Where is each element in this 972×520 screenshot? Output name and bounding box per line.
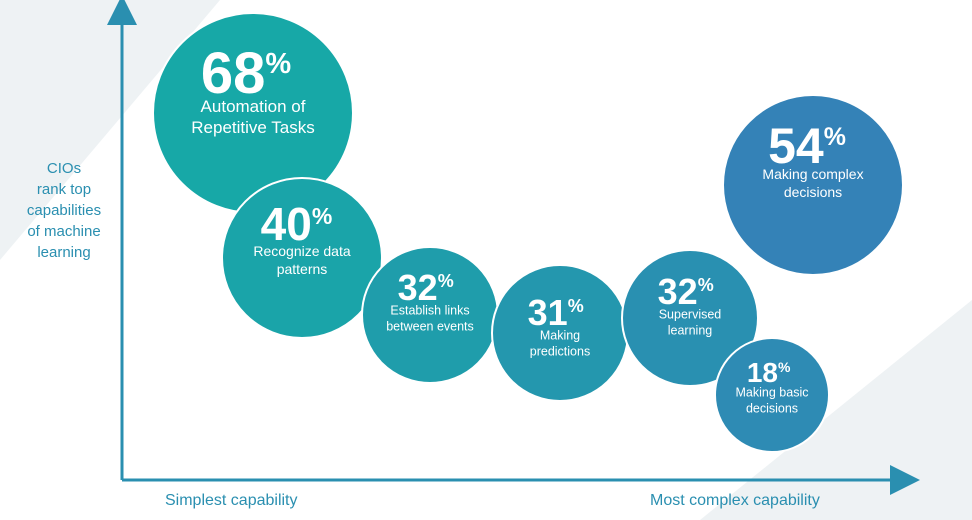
bubble-circle bbox=[714, 337, 830, 453]
bubble-value: 40% bbox=[261, 198, 333, 250]
y-axis-label-line: CIOs bbox=[46, 160, 82, 177]
bubble-value: 68% bbox=[201, 41, 292, 106]
bubble-circle bbox=[621, 249, 759, 387]
bubble-circle bbox=[722, 94, 904, 276]
bubble: 32%Establish links between events bbox=[361, 246, 499, 384]
bubble: 18%Making basic decisions bbox=[714, 337, 830, 453]
bubble-label: Making basic bbox=[736, 385, 809, 399]
y-axis-label-line: rank top bbox=[36, 181, 92, 198]
bubble-label: decisions bbox=[784, 184, 842, 200]
bubble-label: between events bbox=[386, 319, 474, 333]
bubble-label: learning bbox=[668, 323, 713, 337]
bubble-label: decisions bbox=[746, 401, 798, 415]
bubble-value: 32% bbox=[658, 271, 714, 312]
y-axis-label-line: of machine bbox=[27, 223, 101, 240]
bubble-label: patterns bbox=[277, 261, 328, 277]
bubble-label: Repetitive Tasks bbox=[191, 118, 314, 137]
bubble: 54%Making complex decisions bbox=[722, 94, 904, 276]
bubble-circle bbox=[221, 177, 383, 339]
bubble: 31%Making predictions bbox=[491, 264, 629, 402]
bubble-value: 18% bbox=[747, 357, 791, 388]
bubble-label: Making complex bbox=[762, 166, 863, 182]
bubble-label: Establish links bbox=[390, 303, 469, 317]
bubble-value: 31% bbox=[528, 292, 584, 333]
y-axis-label-line: learning bbox=[37, 244, 91, 261]
bubble-label: predictions bbox=[530, 344, 590, 358]
bubble-label: Recognize data bbox=[253, 243, 351, 259]
x-axis-label-most-complex: Most complex capability bbox=[650, 492, 820, 509]
bubble-value: 54% bbox=[768, 118, 846, 174]
y-axis-label-line: capabilities bbox=[26, 202, 102, 219]
bubble-value: 32% bbox=[398, 267, 454, 308]
bubble: 32%Supervised learning bbox=[621, 249, 759, 387]
bubble: 40%Recognize data patterns bbox=[221, 177, 383, 339]
bubble-label: Supervised bbox=[659, 307, 722, 321]
x-axis-label-simplest: Simplest capability bbox=[165, 492, 298, 509]
bubble-label: Automation of bbox=[201, 97, 306, 116]
y-axis-label: CIOs rank top capabilities of machine learni… bbox=[10, 158, 118, 263]
bubble: 68%Automation of Repetitive Tasks bbox=[152, 12, 354, 214]
bubble-label: Making bbox=[540, 328, 580, 342]
